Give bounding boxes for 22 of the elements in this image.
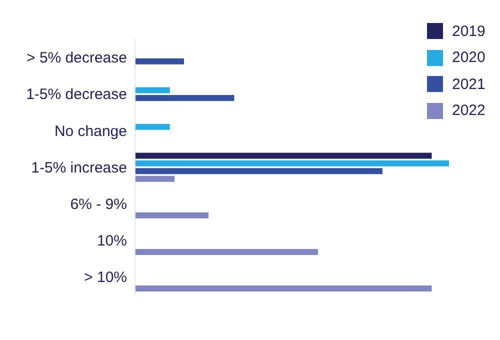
- bar: [135, 152, 432, 159]
- legend-label: 2021: [452, 76, 486, 93]
- legend-label: 2022: [452, 102, 486, 120]
- bar: [135, 286, 432, 292]
- y-tick-label: > 5% decrease: [26, 50, 127, 67]
- bar: [135, 248, 318, 255]
- bar: [135, 160, 449, 166]
- y-tick-label: 1-5% decrease: [26, 86, 127, 104]
- legend-label: 2019: [452, 22, 486, 40]
- bar: [135, 212, 208, 218]
- legend-label: 2020: [452, 49, 486, 66]
- y-tick-label: No change: [54, 122, 127, 140]
- bar: [135, 176, 175, 182]
- y-tick-label: 6% - 9%: [70, 196, 127, 213]
- y-tick-label: > 10%: [84, 269, 127, 286]
- bar: [135, 168, 382, 174]
- bar: [135, 58, 184, 64]
- y-tick-label: 10%: [96, 232, 127, 250]
- bar: [135, 94, 234, 101]
- bar: [135, 87, 170, 94]
- bar: [135, 124, 170, 130]
- y-tick-label: 1-5% increase: [31, 159, 127, 176]
